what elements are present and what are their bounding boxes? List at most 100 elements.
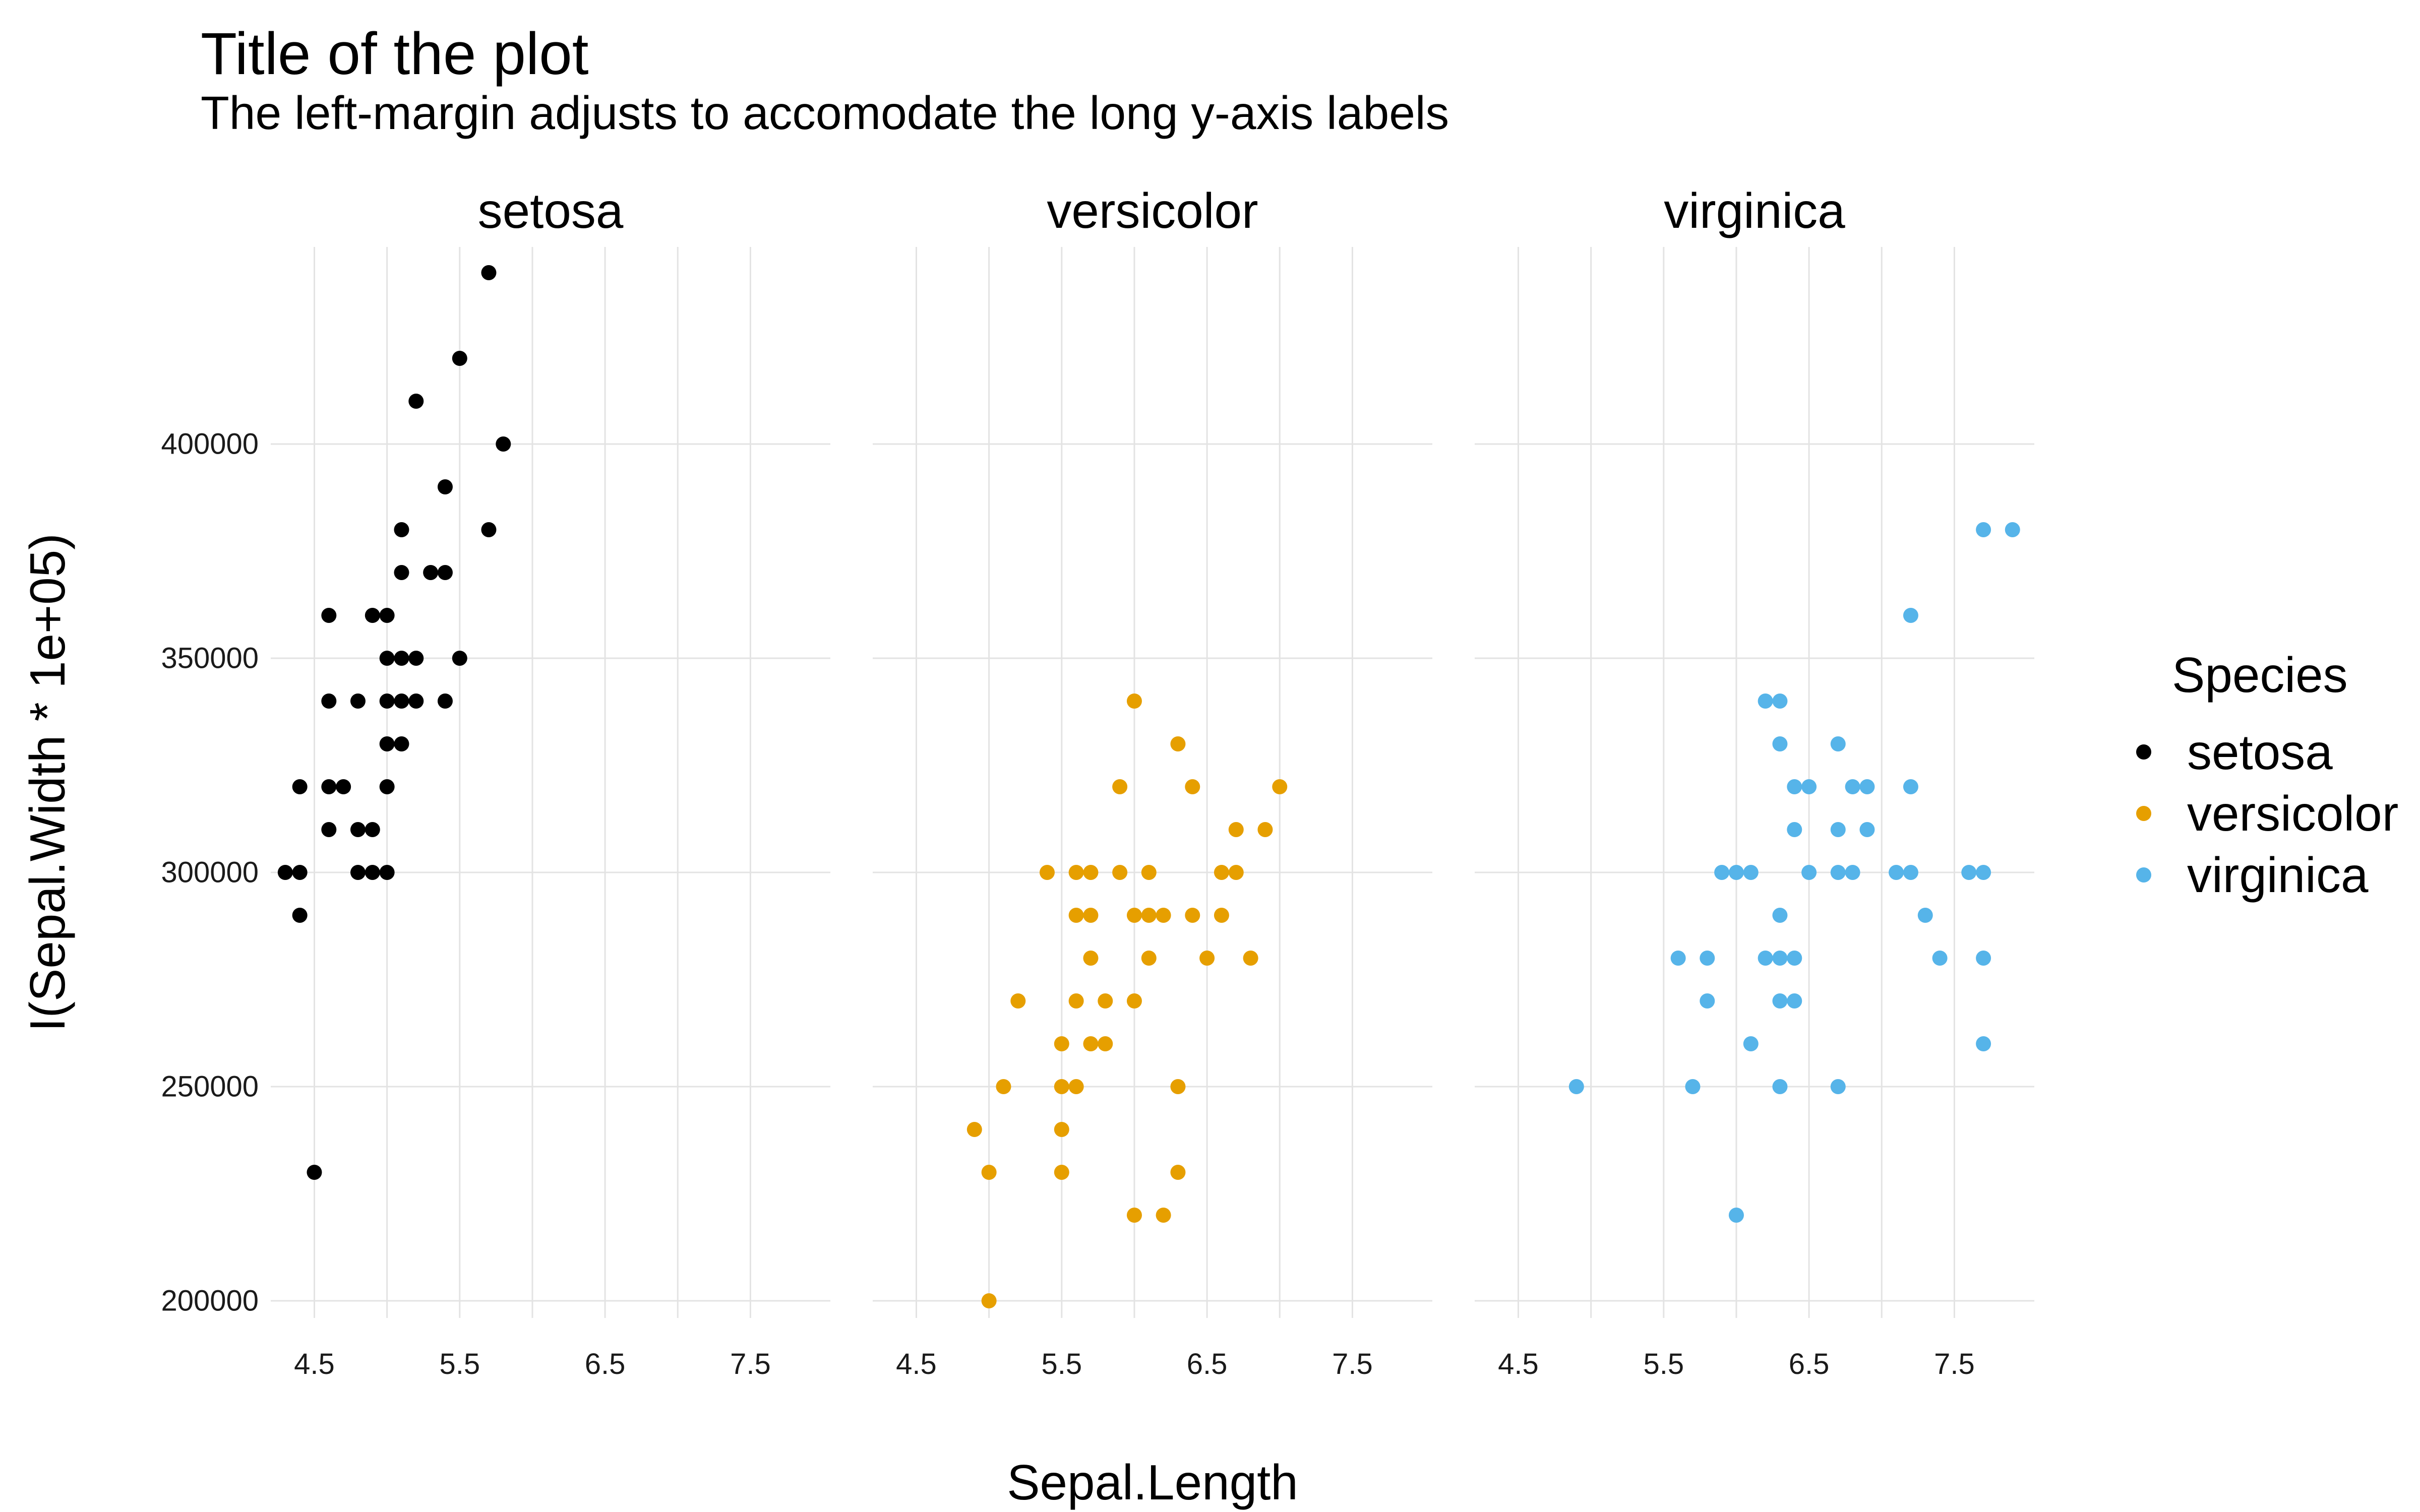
data-point (1976, 865, 1991, 880)
data-point (1112, 779, 1128, 794)
data-point (2005, 522, 2020, 537)
data-point (1054, 1122, 1069, 1137)
data-point (966, 1122, 982, 1137)
y-tick-label: 350000 (161, 642, 259, 675)
data-point (1801, 779, 1817, 794)
data-point (1787, 951, 1802, 966)
data-point (379, 694, 395, 709)
data-point (1054, 1036, 1069, 1051)
plot-title: Title of the plot (201, 21, 589, 87)
data-point (321, 779, 337, 794)
data-point (321, 822, 337, 837)
data-point (1772, 908, 1788, 923)
legend-label: setosa (2187, 724, 2333, 780)
legend-marker (2136, 744, 2151, 760)
legend-marker (2136, 867, 2151, 883)
data-point (292, 908, 308, 923)
data-point (481, 522, 497, 537)
data-point (1976, 522, 1991, 537)
x-tick-label: 7.5 (1934, 1348, 1975, 1380)
data-point (1700, 951, 1715, 966)
x-tick-label: 4.5 (1498, 1348, 1539, 1380)
legend-label: virginica (2187, 847, 2369, 903)
data-point (1787, 822, 1802, 837)
data-point (1932, 951, 1948, 966)
data-point (1170, 736, 1186, 751)
data-point (1098, 993, 1113, 1009)
data-point (379, 651, 395, 666)
data-point (1156, 1208, 1171, 1223)
data-point (1830, 865, 1846, 880)
data-point (1257, 822, 1273, 837)
data-point (452, 351, 467, 366)
data-point (394, 736, 409, 751)
data-point (321, 694, 337, 709)
x-tick-label: 6.5 (585, 1348, 626, 1380)
data-point (394, 522, 409, 537)
facet-label: setosa (478, 183, 624, 238)
data-point (321, 608, 337, 623)
data-point (1758, 694, 1773, 709)
data-point (1185, 908, 1200, 923)
data-point (1917, 908, 1933, 923)
data-point (379, 865, 395, 880)
x-tick-label: 5.5 (1041, 1348, 1082, 1380)
data-point (1685, 1079, 1701, 1094)
data-point (394, 651, 409, 666)
data-point (437, 479, 453, 494)
data-point (408, 651, 424, 666)
data-point (379, 608, 395, 623)
data-point (1185, 779, 1200, 794)
data-point (1830, 736, 1846, 751)
data-point (1126, 908, 1142, 923)
data-point (496, 436, 511, 452)
data-point (379, 779, 395, 794)
data-point (1083, 908, 1099, 923)
data-point (1728, 1208, 1744, 1223)
x-tick-label: 7.5 (1332, 1348, 1373, 1380)
data-point (1228, 865, 1244, 880)
data-point (1961, 865, 1977, 880)
data-point (1083, 1036, 1099, 1051)
data-point (1083, 865, 1099, 880)
data-point (1772, 736, 1788, 751)
data-point (981, 1293, 997, 1308)
data-point (394, 565, 409, 580)
data-point (1772, 694, 1788, 709)
data-point (1976, 951, 1991, 966)
data-point (379, 736, 395, 751)
data-point (1083, 951, 1099, 966)
data-point (350, 865, 366, 880)
x-tick-label: 4.5 (294, 1348, 335, 1380)
data-point (1170, 1079, 1186, 1094)
data-point (1141, 951, 1157, 966)
data-point (1068, 865, 1084, 880)
data-point (1098, 1036, 1113, 1051)
data-point (1126, 1208, 1142, 1223)
x-tick-label: 4.5 (896, 1348, 937, 1380)
data-point (1214, 908, 1229, 923)
data-point (1889, 865, 1904, 880)
x-tick-label: 7.5 (730, 1348, 771, 1380)
data-point (1054, 1165, 1069, 1180)
data-point (1845, 865, 1860, 880)
data-point (1859, 822, 1875, 837)
data-point (981, 1165, 997, 1180)
x-tick-label: 5.5 (439, 1348, 480, 1380)
data-point (1039, 865, 1055, 880)
x-tick-label: 6.5 (1187, 1348, 1228, 1380)
data-point (408, 694, 424, 709)
y-axis-title: I(Sepal.Width * 1e+05) (20, 533, 75, 1032)
data-point (1170, 1165, 1186, 1180)
data-point (1054, 1079, 1069, 1094)
data-point (1568, 1079, 1584, 1094)
data-point (1772, 1079, 1788, 1094)
y-tick-label: 250000 (161, 1070, 259, 1103)
data-point (1830, 1079, 1846, 1094)
data-point (365, 822, 380, 837)
data-point (1743, 865, 1759, 880)
legend-marker (2136, 806, 2151, 821)
data-point (1859, 779, 1875, 794)
data-point (1700, 993, 1715, 1009)
